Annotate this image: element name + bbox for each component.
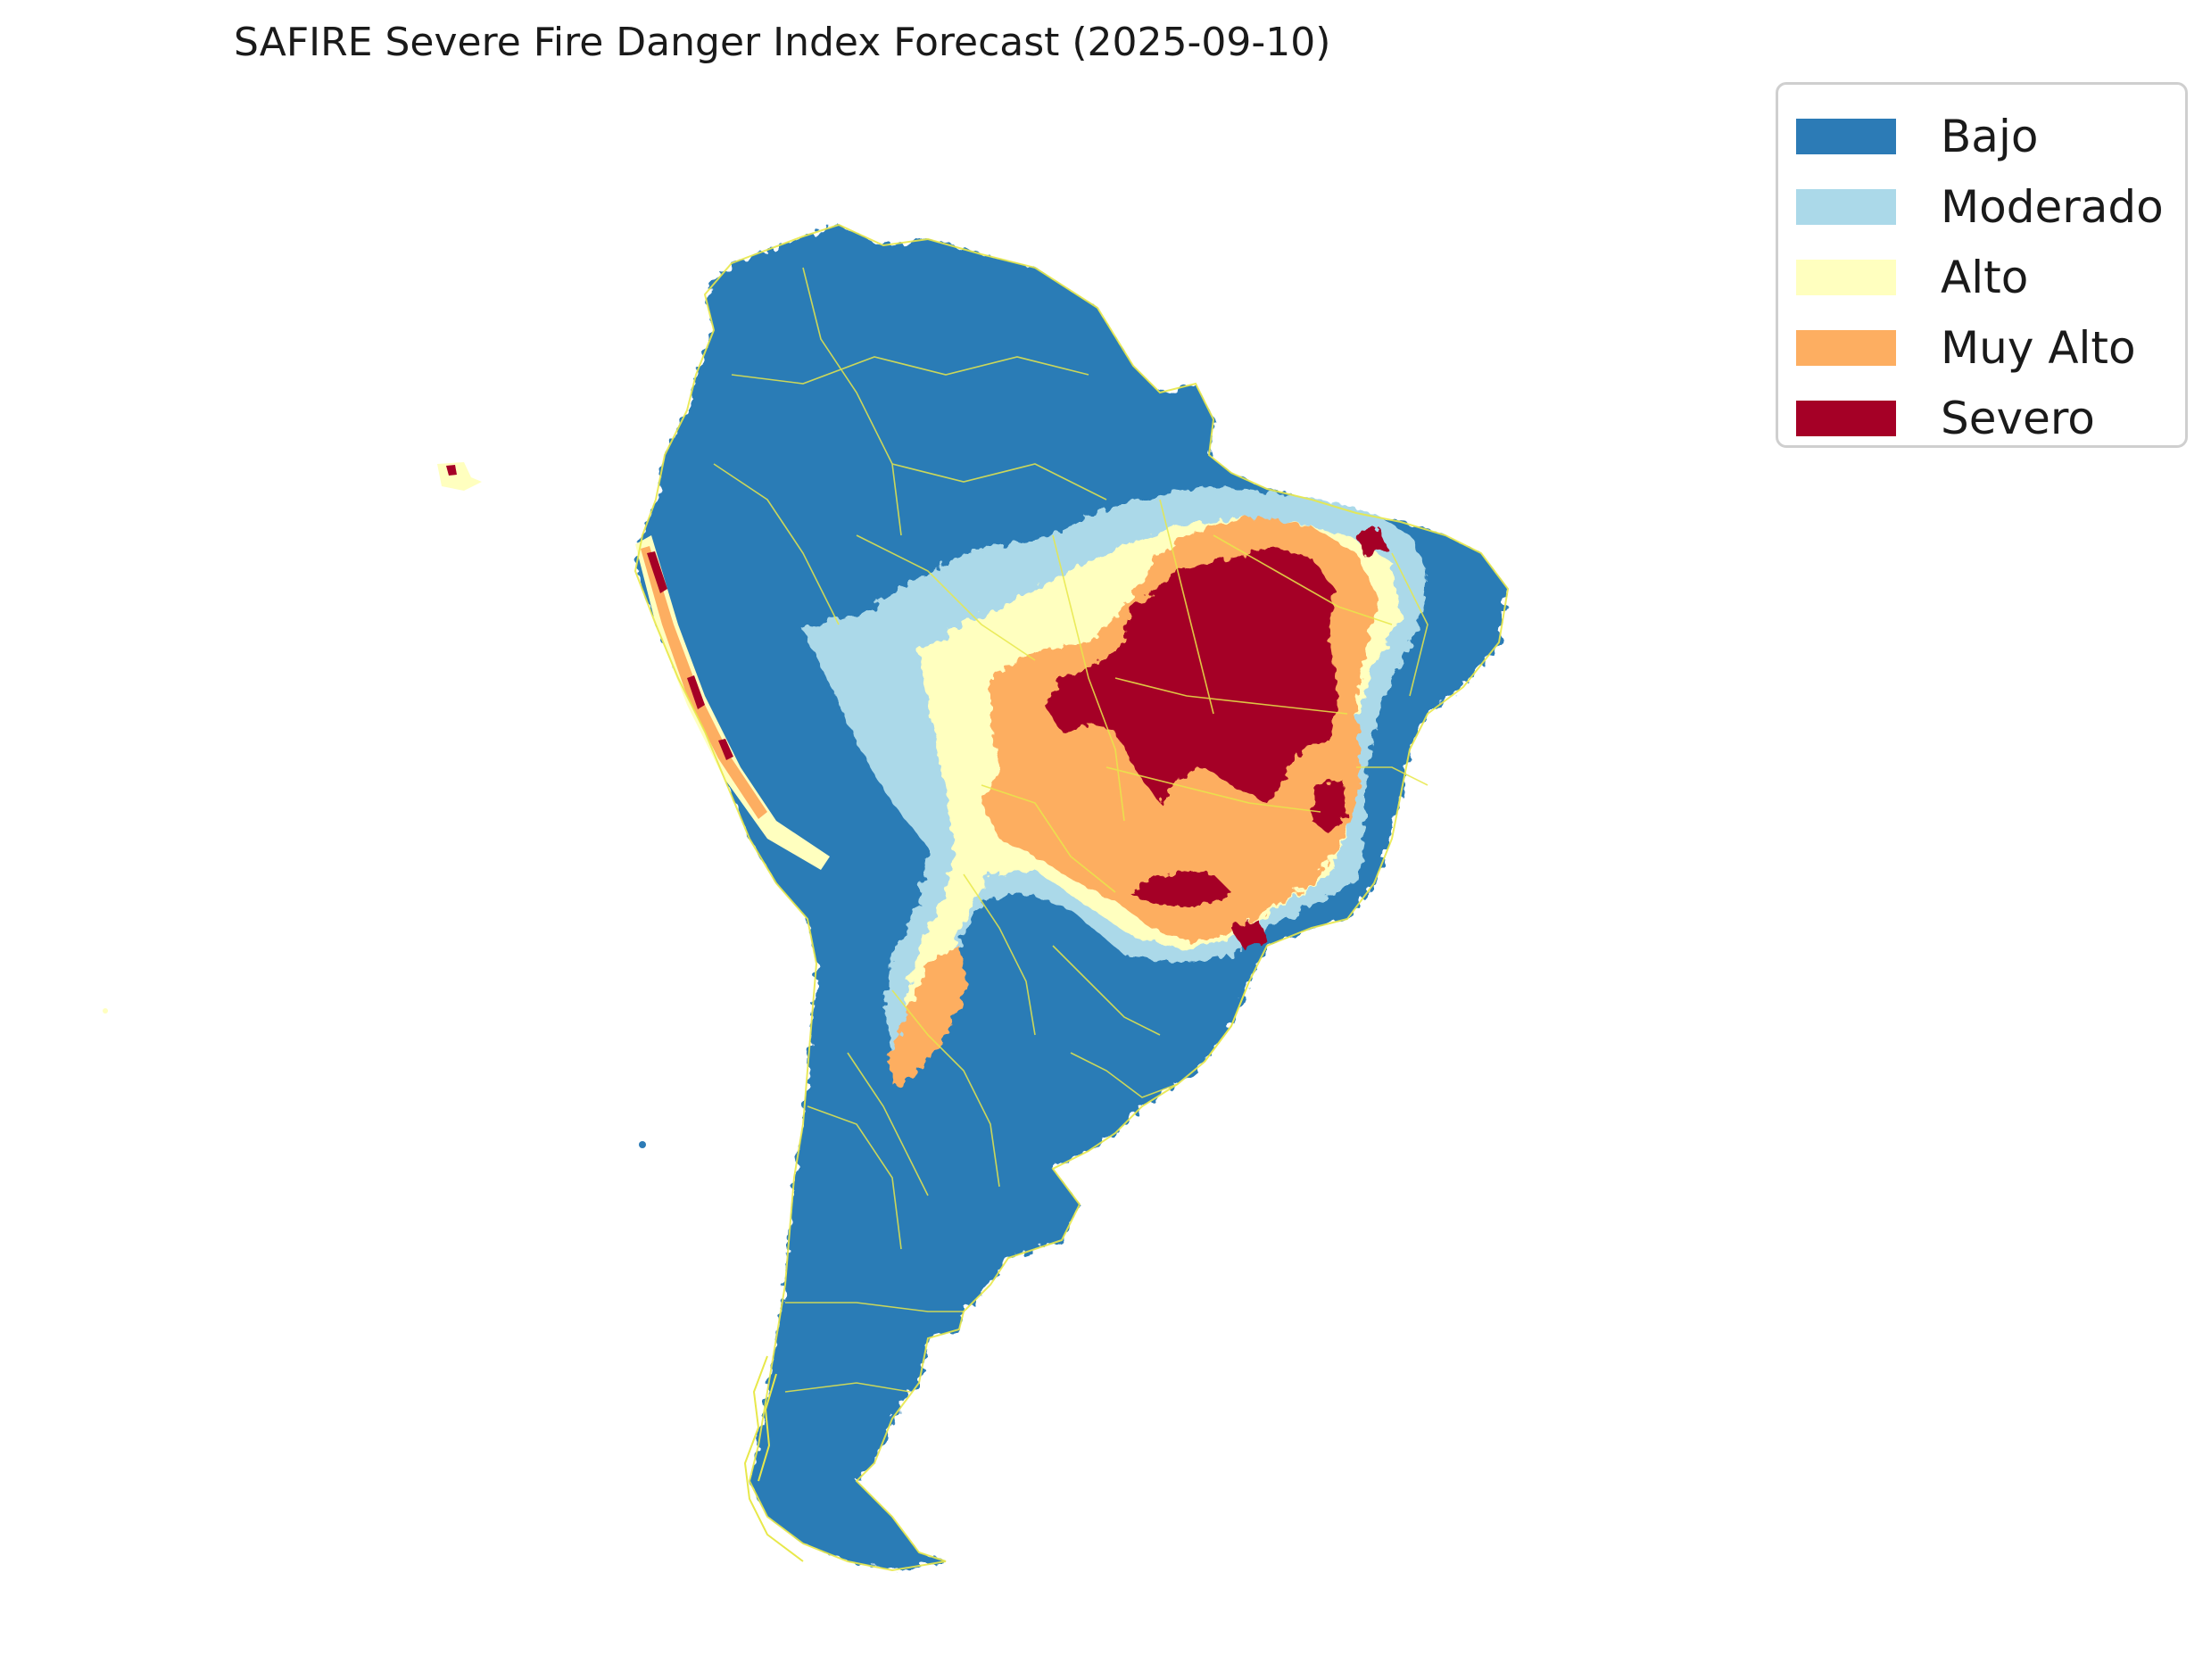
island-dot [103,1008,108,1014]
peru-coastal-strip [635,535,830,870]
galapagos-islands [437,462,482,491]
legend-item-severo: Severo [1796,383,2185,453]
legend-item-moderado: Moderado [1796,171,2185,242]
patagonia-fjords [743,1355,804,1562]
legend-label-moderado: Moderado [1941,180,2164,233]
legend-swatch-bajo [1796,118,1896,154]
region-severo-ne-coast [1356,526,1387,558]
legend-swatch-alto [1796,259,1896,295]
map-title: SAFIRE Severe Fire Danger Index Forecast… [234,20,1331,65]
island-dot [639,1141,646,1148]
region-severo-south [1133,870,1231,906]
legend: Bajo Moderado Alto Muy Alto Severo [1776,82,2188,448]
region-severo-east [1312,781,1347,834]
legend-swatch-severo [1796,400,1896,436]
legend-item-alto: Alto [1796,242,2185,312]
region-muy-alto-andes [888,946,968,1088]
legend-label-alto: Alto [1941,251,2029,303]
legend-item-muy-alto: Muy Alto [1796,312,2185,383]
legend-label-bajo: Bajo [1941,110,2039,162]
region-severo-southeast [1231,919,1267,950]
region-severo-north [1044,549,1338,803]
legend-label-muy-alto: Muy Alto [1941,321,2136,374]
legend-item-bajo: Bajo [1796,101,2185,171]
legend-swatch-moderado [1796,188,1896,225]
legend-swatch-muy-alto [1796,329,1896,366]
legend-label-severo: Severo [1941,392,2095,444]
coastline [633,223,1510,1572]
